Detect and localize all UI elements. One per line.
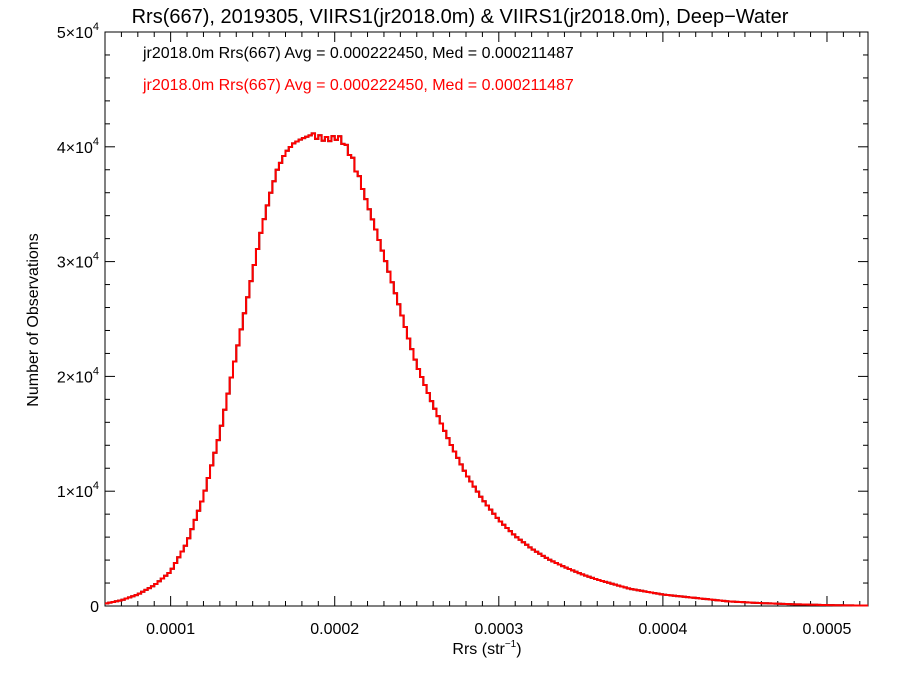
x-tick-label-1: 0.0002	[310, 621, 359, 638]
y-tick-exponent-5: 4	[93, 21, 99, 33]
y-tick-label-4: 4×104	[57, 136, 99, 157]
y-tick-mantissa-4: 4×10	[57, 140, 93, 157]
annotation-red: jr2018.0m Rrs(667) Avg = 0.000222450, Me…	[142, 77, 574, 94]
y-tick-mantissa-3: 3×10	[57, 255, 93, 272]
y-tick-mantissa-2: 2×10	[57, 369, 93, 386]
y-tick-label-0: 0	[90, 599, 99, 616]
x-tick-label-0: 0.0001	[146, 621, 195, 638]
x-axis-label-sup: −1	[505, 639, 517, 650]
x-tick-label-4: 0.0005	[803, 621, 852, 638]
y-tick-exponent-2: 4	[93, 365, 99, 377]
y-tick-label-1: 1×104	[57, 480, 99, 501]
series-line-0	[105, 132, 868, 607]
x-axis-label-main: Rrs (str	[452, 641, 505, 658]
chart-title: Rrs(667), 2019305, VIIRS1(jr2018.0m) & V…	[132, 6, 789, 28]
y-tick-mantissa-1: 1×10	[57, 484, 93, 501]
x-axis-label: Rrs (str−1)	[452, 639, 521, 658]
y-tick-exponent-3: 4	[93, 251, 99, 263]
x-tick-label-2: 0.0003	[474, 621, 523, 638]
y-tick-label-5: 5×104	[57, 21, 99, 42]
plot-frame	[104, 31, 869, 607]
plot-area: 0.0001 0.0002 0.0003 0.0004 0.000501×1042×10…	[57, 21, 869, 638]
y-tick-label-2: 2×104	[57, 365, 99, 386]
y-tick-label-3: 3×104	[57, 251, 99, 272]
y-tick-exponent-1: 4	[93, 480, 99, 492]
y-tick-mantissa-5: 5×10	[57, 25, 93, 42]
y-axis-label: Number of Observations	[25, 233, 42, 406]
annotation-black: jr2018.0m Rrs(667) Avg = 0.000222450, Me…	[142, 45, 574, 62]
y-tick-mantissa-0: 0	[90, 599, 99, 616]
y-tick-exponent-4: 4	[93, 136, 99, 148]
x-tick-label-3: 0.0004	[638, 621, 687, 638]
x-axis-label-end: )	[516, 641, 521, 658]
series-line-1	[105, 132, 868, 607]
